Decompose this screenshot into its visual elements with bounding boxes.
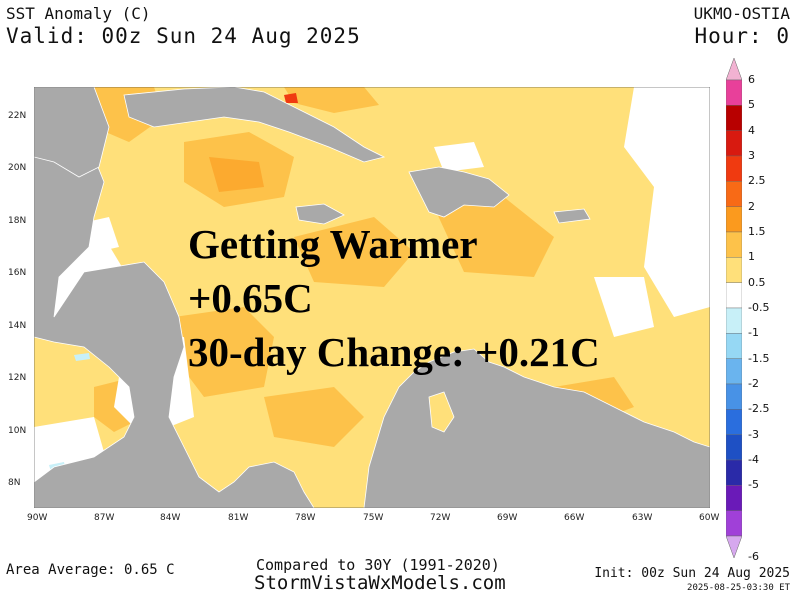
colorbar-segment [725, 231, 743, 258]
colorbar-segment [725, 333, 743, 359]
colorbar [725, 57, 743, 559]
colorbar-label: -0.5 [748, 301, 770, 314]
lat-label-12n: 12N [8, 373, 27, 383]
generated-time: 2025-08-25-03:30 ET [687, 583, 790, 593]
colorbar-label: -2.5 [748, 402, 770, 416]
colorbar-label: -4 [748, 453, 759, 466]
colorbar-segment [725, 409, 743, 435]
colorbar-label: 5 [748, 98, 755, 112]
overlay-annotation: Getting Warmer +0.65C 30-day Change: +0.… [188, 217, 600, 379]
colorbar-label: -1 [748, 326, 759, 340]
colorbar-label: -1.5 [748, 351, 770, 365]
lon-label-84w: 84W [160, 513, 181, 523]
site-credit: StormVistaWxModels.com [254, 572, 506, 594]
colorbar-segment [725, 79, 743, 106]
land-masses [34, 87, 710, 508]
lon-label-69w: 69W [497, 513, 518, 523]
colorbar-label: 2.5 [748, 174, 766, 188]
lat-label-18n: 18N [8, 216, 27, 226]
colorbar-segment [725, 257, 743, 283]
forecast-hour: Hour: 0 [694, 24, 790, 48]
colorbar-label: -2 [748, 377, 759, 390]
colorbar-label: 6 [748, 73, 755, 86]
puerto-rico-land [553, 208, 591, 224]
lon-label-60w: 60W [699, 513, 720, 523]
colorbar-segment [725, 105, 743, 131]
lat-label-16n: 16N [8, 268, 27, 278]
overlay-30day-change: 30-day Change: +0.21C [188, 329, 600, 375]
colorbar-segment [725, 485, 743, 511]
lon-label-87w: 87W [94, 513, 115, 523]
colorbar-top-arrow [725, 57, 743, 81]
lat-label-22n: 22N [8, 111, 27, 121]
colorbar-label: -5 [748, 478, 759, 492]
overlay-area-average: +0.65C [188, 275, 313, 321]
lat-label-8n: 8N [8, 478, 21, 488]
maracaibo-lake [428, 391, 455, 433]
colorbar-segment [725, 130, 743, 157]
colorbar-bottom-arrow [725, 535, 743, 559]
lat-label-10n: 10N [8, 426, 27, 436]
area-average: Area Average: 0.65 C [6, 562, 175, 578]
warm-anomaly-patches [34, 87, 634, 447]
colorbar-label: 2 [748, 199, 755, 213]
central-america-land [34, 136, 315, 508]
hispaniola-land [408, 166, 510, 218]
lon-label-75w: 75W [363, 513, 384, 523]
colorbar-segment [725, 383, 743, 410]
colorbar-segment [725, 434, 743, 461]
colorbar-segment [725, 307, 743, 334]
cuba-land [123, 87, 386, 163]
south-america-land [363, 348, 710, 508]
lon-label-72w: 72W [430, 513, 451, 523]
lon-label-66w: 66W [564, 513, 585, 523]
colorbar-svg [725, 57, 743, 559]
colorbar-segment [725, 155, 743, 182]
colorbar-segment [725, 510, 743, 537]
colorbar-segment [725, 282, 743, 309]
valid-time: Valid: 00z Sun 24 Aug 2025 [6, 24, 361, 48]
jamaica-land [295, 203, 345, 225]
init-time: Init: 00z Sun 24 Aug 2025 [594, 566, 790, 581]
sst-anomaly-map [34, 87, 710, 508]
colorbar-label: 3 [748, 149, 755, 162]
colorbar-label: 4 [748, 123, 755, 137]
lon-label-63w: 63W [632, 513, 653, 523]
colorbar-label: 1 [748, 250, 755, 264]
colorbar-label: 1.5 [748, 225, 766, 238]
lat-label-20n: 20N [8, 163, 27, 173]
colorbar-label: -3 [748, 427, 759, 441]
colorbar-segment [725, 181, 743, 207]
map-title: SST Anomaly (C) [6, 4, 151, 23]
lon-label-90w: 90W [27, 513, 48, 523]
colorbar-label: 0.5 [748, 275, 766, 289]
lat-label-14n: 14N [8, 321, 27, 331]
colorbar-label: -6 [748, 550, 759, 563]
lon-label-81w: 81W [228, 513, 249, 523]
colorbar-segment [725, 459, 743, 486]
model-name: UKMO-OSTIA [693, 4, 790, 23]
climatology-note: Compared to 30Y (1991-2020) [256, 556, 500, 574]
overlay-headline: Getting Warmer [188, 221, 478, 267]
colorbar-segment [725, 358, 743, 385]
lon-label-78w: 78W [295, 513, 316, 523]
yucatan-land [34, 87, 110, 178]
colorbar-segment [725, 206, 743, 233]
